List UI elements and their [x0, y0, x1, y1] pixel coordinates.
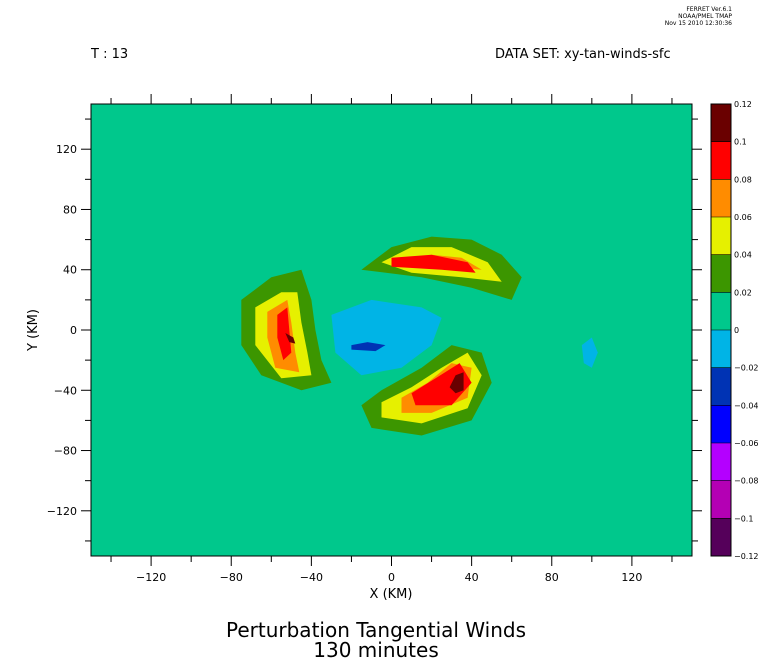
- colorbar-label: −0.04: [734, 401, 759, 410]
- y-tick-label: 40: [63, 264, 77, 277]
- colorbar-swatch: [711, 330, 731, 368]
- colorbar-swatch: [711, 141, 731, 180]
- x-axis-label: X (KM): [370, 587, 413, 602]
- x-tick-label: −40: [300, 571, 323, 584]
- colorbar-label: 0: [734, 326, 739, 335]
- x-tick-label: −80: [220, 571, 243, 584]
- y-tick-label: −120: [47, 505, 77, 518]
- contour-region-17: [351, 342, 386, 352]
- x-tick-label: −120: [136, 571, 166, 584]
- colorbar-label: 0.1: [734, 138, 747, 147]
- colorbar-label: −0.1: [734, 514, 753, 523]
- y-tick-label: 0: [70, 324, 77, 337]
- ferret-org: NOAA/PMEL TMAP: [678, 13, 732, 20]
- y-tick-label: −40: [54, 384, 77, 397]
- colorbar-swatch: [711, 443, 731, 481]
- chart-title: Perturbation Tangential Winds: [226, 618, 526, 642]
- colorbar-label: −0.12: [734, 552, 759, 561]
- colorbar-swatch: [711, 292, 731, 330]
- contour-region-14: [449, 372, 464, 394]
- x-tick-label: 80: [545, 571, 559, 584]
- colorbar-swatch: [711, 367, 731, 406]
- y-tick-label: 120: [56, 143, 77, 156]
- colorbar-label: 0.06: [734, 213, 752, 222]
- y-tick-label: 80: [63, 203, 77, 216]
- contour-region-11: [391, 254, 476, 273]
- ferret-version: FERRET Ver.6.1: [686, 6, 732, 13]
- x-tick-label: 120: [621, 571, 642, 584]
- chart: −120 −80 −40 0 40 80 120 120 80 40 0 −40 −80 −120 0.1…: [26, 94, 759, 602]
- colorbar-swatch: [711, 518, 731, 556]
- y-tick-label: −80: [54, 445, 77, 458]
- colorbar-label: 0.02: [734, 288, 752, 297]
- colorbar-swatch: [711, 480, 731, 519]
- colorbar-swatch: [711, 104, 731, 142]
- time-label: T : 13: [91, 47, 129, 62]
- x-tick-label: 40: [465, 571, 479, 584]
- colorbar: 0.12 0.1 0.08 0.06 0.04 0.02 0 −0.02 −0.04 −0.06 −…: [710, 100, 759, 561]
- dataset-label: DATA SET: xy-tan-winds-sfc: [495, 47, 671, 62]
- ferret-stamp: FERRET Ver.6.1 NOAA/PMEL TMAP Nov 15 201…: [560, 6, 732, 27]
- colorbar-swatch: [711, 254, 731, 293]
- colorbar-swatch: [711, 179, 731, 217]
- colorbar-label: −0.08: [734, 477, 759, 486]
- colorbar-swatch: [711, 217, 731, 255]
- contour-region-12: [411, 363, 472, 406]
- axes: −120 −80 −40 0 40 80 120 120 80 40 0 −40 −80 −120: [47, 94, 702, 584]
- contour-region-15: [331, 299, 442, 376]
- ferret-date: Nov 15 2010 12:30:36: [664, 20, 732, 27]
- contour-region-10: [277, 307, 292, 361]
- colorbar-label: −0.06: [734, 439, 759, 448]
- contour-region-13: [285, 333, 296, 344]
- colorbar-label: 0.08: [734, 175, 752, 184]
- plot-area: [91, 104, 692, 556]
- x-tick-label: 0: [388, 571, 395, 584]
- chart-subtitle: 130 minutes: [313, 638, 439, 662]
- colorbar-label: 0.04: [734, 251, 752, 260]
- y-axis-label: Y (KM): [26, 309, 41, 352]
- colorbar-swatch: [711, 405, 731, 443]
- colorbar-label: 0.12: [734, 100, 752, 109]
- colorbar-label: −0.02: [734, 364, 759, 373]
- contour-region-16: [581, 337, 598, 368]
